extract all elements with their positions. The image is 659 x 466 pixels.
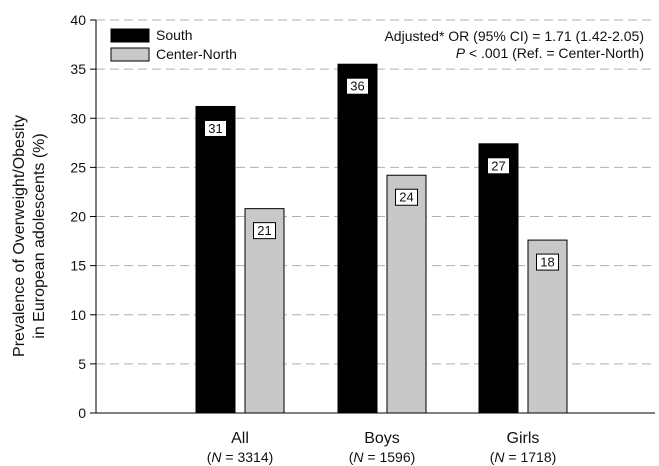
- x-category-sublabel: (N = 1718): [490, 449, 557, 465]
- y-tick-label: 25: [70, 159, 86, 175]
- bar-south: [478, 143, 519, 414]
- data-label-south: 27: [491, 158, 505, 173]
- y-tick-label: 5: [78, 356, 86, 372]
- x-category-sublabel: (N = 1596): [349, 449, 416, 465]
- bar-center-north: [244, 208, 285, 414]
- x-category-label: Girls: [507, 430, 540, 447]
- y-tick-label: 40: [70, 12, 86, 28]
- data-label-box: [253, 222, 276, 240]
- annotation-or: Adjusted* OR (95% CI) = 1.71 (1.42-2.05): [384, 28, 644, 44]
- y-tick-label: 20: [70, 209, 86, 225]
- y-axis-title-line2: in European adolescents (%): [31, 133, 48, 338]
- y-tick-label: 0: [78, 405, 86, 421]
- bar-south: [195, 105, 236, 414]
- y-tick-label: 15: [70, 258, 86, 274]
- y-tick-label: 10: [70, 307, 86, 323]
- data-label-box: [487, 157, 510, 175]
- legend-label-south: South: [156, 27, 193, 43]
- data-label-box: [346, 77, 369, 95]
- data-label-center-north: 21: [257, 223, 271, 238]
- data-label-south: 31: [208, 121, 222, 136]
- y-tick-label: 30: [70, 110, 86, 126]
- data-labels: 31 21 36 24 27 18: [204, 77, 559, 271]
- data-label-center-north: 18: [540, 255, 554, 270]
- legend: South Center-North: [110, 27, 237, 62]
- legend-label-center-north: Center-North: [156, 46, 237, 62]
- axes: 0 5 10 15 20 25 30 35 40 All (N = 3314) Boys (N = 15…: [70, 12, 655, 465]
- data-label-box: [536, 253, 559, 271]
- y-tick-label: 35: [70, 61, 86, 77]
- bars: [195, 63, 568, 414]
- data-label-south: 36: [350, 79, 364, 94]
- legend-swatch-south: [110, 28, 150, 43]
- legend-swatch-center-north: [110, 47, 150, 62]
- x-category-label: Boys: [364, 430, 400, 447]
- data-label-box: [204, 119, 227, 137]
- annotation-p-value: P < .001 (Ref. = Center-North): [456, 45, 644, 61]
- x-category-label: All: [231, 430, 249, 447]
- data-label-center-north: 24: [399, 190, 413, 205]
- x-category-sublabel: (N = 3314): [207, 449, 274, 465]
- y-axis-title-line1: Prevalence of Overweight/Obesity: [11, 115, 28, 357]
- data-label-box: [395, 188, 418, 206]
- bar-south: [337, 63, 378, 414]
- bar-center-north: [386, 174, 427, 414]
